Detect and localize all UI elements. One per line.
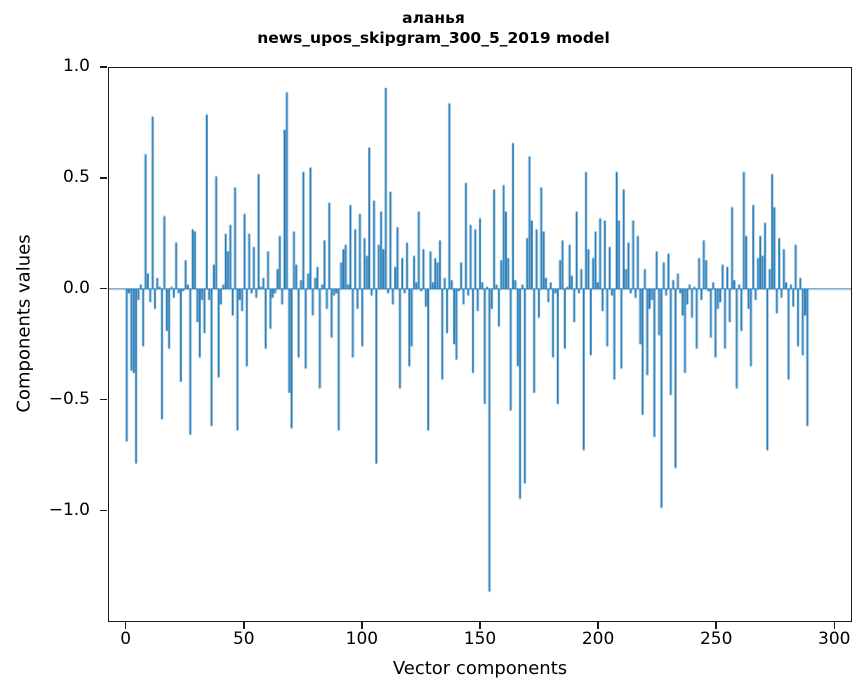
y-tick-label: 0.5 (62, 166, 90, 187)
x-axis-label: Vector components (392, 658, 568, 679)
x-tick-label: 300 (818, 629, 851, 649)
plot-area (108, 67, 852, 622)
x-tick-label: 150 (463, 629, 497, 649)
y-tick-mark (100, 288, 107, 290)
bar-series-canvas (109, 68, 851, 621)
y-tick-label: −1.0 (48, 499, 90, 520)
x-tick-mark (361, 622, 363, 629)
x-tick-mark (833, 622, 835, 629)
y-tick-mark (100, 177, 107, 179)
x-tick-mark (479, 622, 481, 629)
x-tick-mark (243, 622, 245, 629)
x-tick-label: 250 (699, 629, 733, 649)
y-tick-label: −0.5 (48, 388, 90, 409)
y-tick-label: 0.0 (62, 277, 90, 298)
x-tick-mark (715, 622, 717, 629)
x-tick-mark (125, 622, 127, 629)
y-tick-mark (100, 398, 107, 401)
x-tick-label: 100 (345, 629, 379, 649)
x-tick-label: 0 (120, 629, 132, 649)
y-tick-label: 1.0 (62, 56, 90, 76)
y-axis-label: Components values (13, 234, 35, 413)
y-tick-mark (100, 66, 107, 68)
x-tick-mark (597, 622, 599, 629)
x-tick-label: 200 (581, 629, 615, 649)
x-tick-label: 50 (232, 629, 255, 649)
y-tick-mark (100, 509, 107, 512)
y-axis-tick-labels: 1.0 0.5 0.0 −0.5 −1.0 (0, 0, 99, 696)
